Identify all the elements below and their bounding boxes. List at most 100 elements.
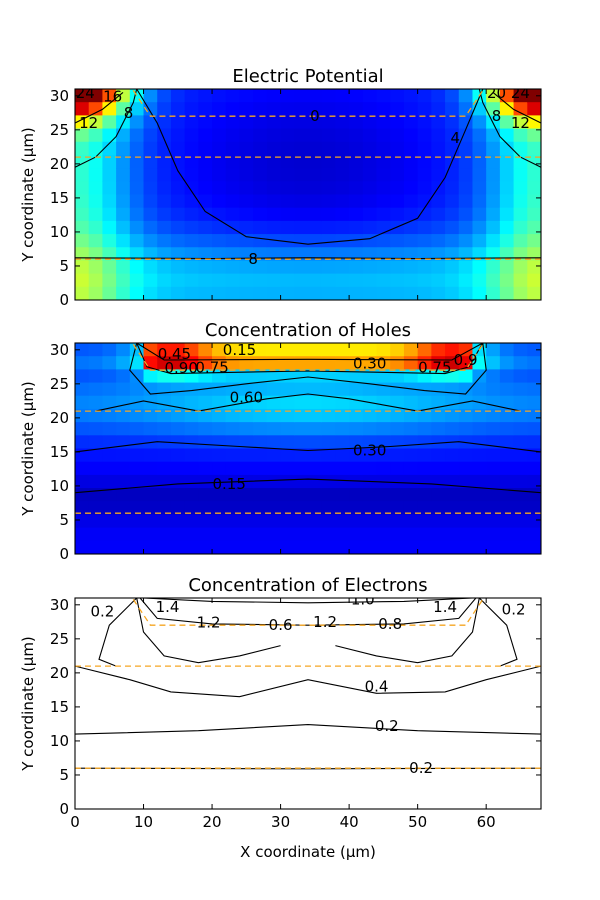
heat-cell bbox=[116, 207, 131, 222]
contour-label: 0.2 bbox=[502, 601, 526, 619]
heat-cell bbox=[527, 89, 541, 103]
heat-cell bbox=[253, 207, 268, 222]
heat-cell bbox=[75, 356, 90, 370]
heat-cell bbox=[335, 527, 350, 542]
heat-cell bbox=[308, 194, 323, 209]
heat-cell bbox=[403, 448, 419, 463]
heat-cell bbox=[143, 194, 158, 209]
heat-cell bbox=[486, 540, 501, 554]
heat-cell bbox=[376, 89, 391, 103]
heat-cell bbox=[349, 102, 364, 116]
heat-cell bbox=[102, 422, 117, 436]
heat-cell bbox=[266, 286, 282, 300]
heat-cell bbox=[308, 501, 323, 516]
heat-cell bbox=[294, 89, 309, 103]
heat-cell bbox=[198, 154, 213, 169]
heat-cell bbox=[403, 343, 419, 357]
heat-cell bbox=[527, 382, 541, 397]
heat-cell bbox=[376, 527, 391, 542]
heat-cell bbox=[458, 102, 474, 116]
heat-cell bbox=[308, 141, 323, 156]
heat-cell bbox=[390, 102, 405, 116]
heat-cell bbox=[417, 207, 432, 222]
heat-cell bbox=[184, 435, 199, 450]
heat-cell bbox=[431, 234, 446, 248]
heat-cell bbox=[321, 474, 337, 489]
heat-cell bbox=[88, 474, 104, 489]
heat-cell bbox=[308, 422, 323, 436]
heat-cell bbox=[362, 435, 378, 450]
heat-cell bbox=[129, 273, 145, 288]
heat-cell bbox=[280, 260, 295, 275]
heat-cell bbox=[499, 89, 515, 103]
heat-cell bbox=[335, 220, 350, 235]
heat-cell bbox=[88, 527, 104, 542]
heat-cell bbox=[362, 115, 378, 130]
heat-cell bbox=[527, 488, 541, 502]
heat-cell bbox=[321, 461, 337, 476]
heat-cell bbox=[198, 395, 213, 410]
heat-cell bbox=[266, 514, 282, 529]
heat-cell bbox=[116, 343, 131, 357]
heat-cell bbox=[239, 422, 254, 436]
contour-label: 8 bbox=[124, 104, 134, 122]
heat-cell bbox=[198, 89, 213, 103]
heat-cell bbox=[349, 540, 364, 554]
heat-cell bbox=[403, 527, 419, 542]
contour-line bbox=[95, 393, 521, 412]
heat-cell bbox=[349, 448, 364, 463]
heat-cell bbox=[472, 501, 487, 516]
y-tick-label: 0 bbox=[59, 291, 69, 309]
heat-cell bbox=[308, 207, 323, 222]
heat-cell bbox=[170, 207, 186, 222]
heat-cell bbox=[294, 207, 309, 222]
heat-cell bbox=[88, 343, 104, 357]
heat-cell bbox=[198, 181, 213, 196]
heat-cell bbox=[472, 474, 487, 489]
heat-cell bbox=[308, 461, 323, 476]
heat-cell bbox=[403, 501, 419, 516]
heat-cell bbox=[390, 207, 405, 222]
heat-cell bbox=[225, 461, 241, 476]
contour-label: 0.75 bbox=[418, 359, 451, 377]
heat-cell bbox=[376, 154, 391, 169]
heat-cell bbox=[75, 273, 90, 288]
heat-cell bbox=[253, 141, 268, 156]
heat-cell bbox=[417, 194, 432, 209]
heat-cell bbox=[253, 286, 268, 300]
heat-cell bbox=[513, 273, 528, 288]
heat-cell bbox=[102, 395, 117, 410]
heat-cell bbox=[472, 194, 487, 209]
heat-cell bbox=[321, 395, 337, 410]
heat-cell bbox=[198, 234, 213, 248]
plot-background bbox=[75, 598, 541, 809]
heat-cell bbox=[527, 168, 541, 182]
heat-cell bbox=[102, 356, 117, 370]
heat-cell bbox=[170, 220, 186, 235]
heat-cell bbox=[102, 514, 117, 529]
heat-cell bbox=[88, 422, 104, 436]
heat-cell bbox=[102, 194, 117, 209]
heat-cell bbox=[239, 435, 254, 450]
heat-cell bbox=[253, 102, 268, 116]
contour-line bbox=[492, 91, 541, 124]
heat-cell bbox=[445, 514, 460, 529]
heat-cell bbox=[143, 247, 158, 262]
heat-cell bbox=[417, 141, 432, 156]
heat-cell bbox=[458, 194, 474, 209]
heat-cell bbox=[308, 527, 323, 542]
heat-cell bbox=[499, 194, 515, 209]
heat-cell bbox=[458, 234, 474, 248]
heat-cell bbox=[280, 501, 295, 516]
heat-cell bbox=[403, 128, 419, 143]
heat-cell bbox=[88, 408, 104, 423]
heat-cell bbox=[431, 514, 446, 529]
heat-cell bbox=[390, 273, 405, 288]
heat-cell bbox=[266, 540, 282, 554]
heat-cell bbox=[129, 343, 145, 357]
heat-cell bbox=[321, 194, 337, 209]
heat-cell bbox=[362, 382, 378, 397]
heat-cell bbox=[116, 382, 131, 397]
heat-cell bbox=[239, 286, 254, 300]
heat-cell bbox=[253, 369, 268, 384]
